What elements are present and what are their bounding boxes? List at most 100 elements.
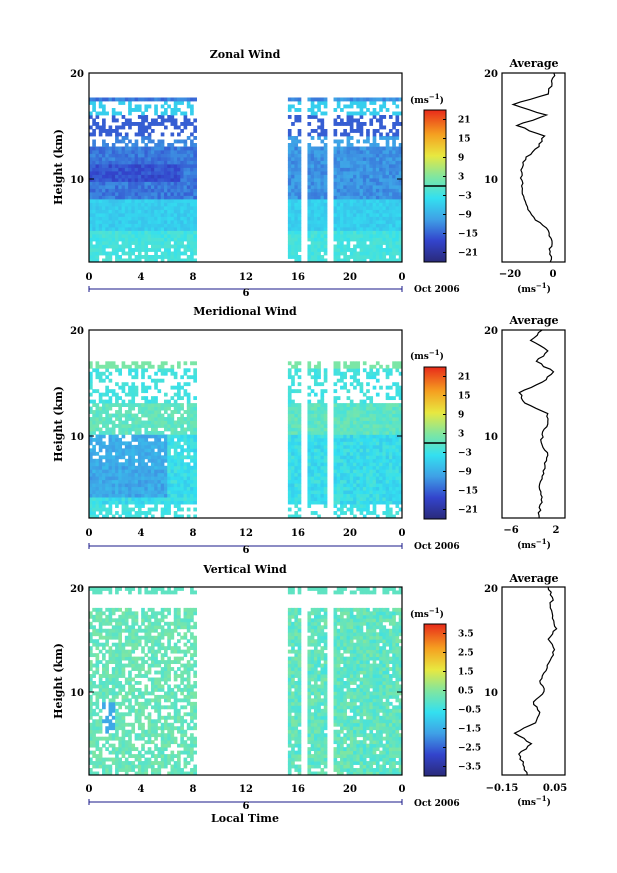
heatmap-cell — [154, 122, 158, 126]
heatmap-cell — [297, 375, 302, 380]
heatmap-cell — [398, 195, 403, 200]
heatmap-cell — [379, 406, 383, 411]
heatmap-cell — [340, 97, 344, 102]
heatmap-cell — [157, 223, 162, 228]
heatmap-cell — [183, 206, 188, 210]
heatmap-cell — [356, 101, 361, 105]
heatmap-cell — [310, 115, 315, 119]
heatmap-cell — [102, 687, 106, 692]
heatmap-cell — [372, 195, 377, 200]
heatmap-cell — [144, 441, 149, 446]
heatmap-cell — [108, 361, 113, 366]
heatmap-cell — [375, 406, 380, 411]
heatmap-cell — [382, 195, 387, 200]
heatmap-cell — [173, 206, 178, 210]
heatmap-cell — [160, 104, 165, 109]
heatmap-cell — [89, 220, 93, 224]
heatmap-cell — [349, 444, 354, 449]
heatmap-cell — [317, 448, 321, 453]
heatmap-cell — [134, 104, 139, 109]
heatmap-cell — [147, 157, 152, 161]
heatmap-cell — [141, 476, 145, 481]
heatmap-cell — [395, 220, 400, 224]
heatmap-cell — [362, 220, 367, 224]
heatmap-cell — [193, 469, 197, 474]
heatmap-cell — [115, 146, 119, 151]
heatmap-cell — [154, 206, 158, 210]
heatmap-cell — [102, 139, 106, 144]
heatmap-cell — [98, 465, 103, 470]
heatmap-cell — [362, 417, 367, 421]
heatmap-cell — [362, 448, 367, 453]
heatmap-cell — [121, 230, 126, 235]
heatmap-cell — [95, 719, 100, 724]
heatmap-cell — [115, 382, 119, 387]
heatmap-cell — [141, 216, 145, 221]
heatmap-cell — [366, 479, 370, 484]
heatmap-cell — [177, 500, 181, 505]
heatmap-cell — [102, 104, 106, 109]
heatmap-cell — [173, 511, 178, 515]
heatmap-cell — [349, 178, 354, 182]
heatmap-cell — [343, 430, 347, 435]
heatmap-cell — [349, 483, 354, 488]
heatmap-cell — [362, 157, 367, 161]
heatmap-cell — [385, 514, 390, 519]
heatmap-cell — [95, 427, 100, 432]
heatmap-cell — [131, 399, 136, 404]
heatmap-cell — [144, 248, 149, 252]
heatmap-cell — [343, 234, 347, 238]
heatmap-cell — [160, 153, 165, 158]
heatmap-cell — [287, 192, 292, 196]
heatmap-cell — [297, 486, 302, 491]
heatmap-cell — [157, 458, 162, 463]
heatmap-cell — [294, 490, 299, 495]
heatmap-cell — [379, 403, 383, 407]
heatmap-cell — [297, 213, 302, 217]
heatmap-cell — [398, 237, 403, 242]
heatmap-cell — [392, 483, 396, 488]
heatmap-cell — [144, 178, 149, 182]
heatmap-cell — [154, 97, 158, 102]
heatmap-cell — [398, 97, 403, 102]
heatmap-cell — [154, 234, 158, 238]
heatmap-cell — [343, 146, 347, 151]
heatmap-cell — [154, 143, 158, 147]
heatmap-cell — [115, 136, 119, 140]
heatmap-cell — [167, 206, 171, 210]
heatmap-cell — [388, 230, 393, 235]
heatmap-cell — [177, 230, 181, 235]
heatmap-cell — [372, 490, 377, 495]
heatmap-cell — [98, 171, 103, 175]
heatmap-cell — [340, 444, 344, 449]
heatmap-cell — [183, 227, 188, 231]
heatmap-cell — [375, 469, 380, 474]
heatmap-cell — [173, 410, 178, 414]
heatmap-cell — [124, 241, 129, 245]
heatmap-cell — [353, 181, 357, 186]
heatmap-cell — [294, 483, 299, 488]
heatmap-cell — [346, 115, 351, 119]
heatmap-cell — [92, 754, 96, 758]
heatmap-cell — [160, 479, 165, 484]
heatmap-cell — [89, 511, 93, 515]
heatmap-cell — [320, 125, 325, 130]
heatmap-cell — [313, 458, 318, 463]
heatmap-cell — [359, 209, 364, 214]
heatmap-cell — [92, 97, 96, 102]
heatmap-cell — [124, 364, 129, 369]
heatmap-cell — [310, 444, 315, 449]
heatmap-cell — [115, 399, 119, 404]
heatmap-cell — [362, 101, 367, 105]
heatmap-cell — [115, 125, 119, 130]
heatmap-cell — [92, 195, 96, 200]
heatmap-cell — [157, 122, 162, 126]
heatmap-cell — [366, 129, 370, 133]
heatmap-cell — [170, 97, 175, 102]
heatmap-cell — [310, 188, 315, 193]
date-marker: 6 — [243, 288, 250, 299]
heatmap-cell — [154, 237, 158, 242]
heatmap-cell — [89, 167, 93, 172]
heatmap-cell — [388, 406, 393, 411]
heatmap-cell — [144, 385, 149, 390]
